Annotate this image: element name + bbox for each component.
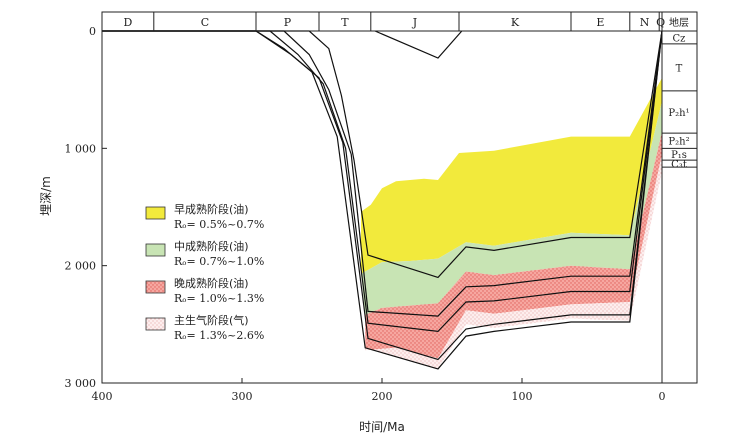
maturity-zone-1: [361, 77, 662, 274]
y-tick-label: 0: [89, 25, 96, 38]
x-tick-label: 100: [512, 390, 533, 403]
burial-curve-2: [102, 30, 663, 361]
strata-label: C₃t: [671, 160, 687, 171]
period-label: Q: [656, 16, 665, 29]
period-label: D: [123, 16, 132, 29]
strata-header: 地层: [669, 16, 689, 29]
x-tick-label: 200: [372, 390, 393, 403]
burial-curve-3: [102, 30, 663, 333]
period-label: J: [412, 16, 417, 29]
x-tick-label: 300: [232, 390, 253, 403]
period-label: N: [640, 16, 650, 29]
legend-range: Rₒ= 1.0%~1.3%: [174, 292, 264, 305]
burial-curve-1: [102, 30, 663, 370]
y-tick-label: 1 000: [65, 142, 97, 155]
strata-column: [661, 11, 698, 384]
burial-curve-6: [374, 30, 463, 59]
y-axis-title: 埋深/m: [39, 176, 53, 216]
maturity-zone-3: [365, 131, 662, 359]
burial-curve-5: [102, 30, 663, 279]
x-axis: 400 300 200 100 0: [92, 378, 666, 403]
legend-label: 晚成熟阶段(油): [174, 276, 249, 290]
strata-label: Cz: [673, 33, 686, 44]
legend-label: 主生气阶段(气): [174, 313, 249, 327]
x-tick-label: 0: [659, 390, 666, 403]
maturity-zone-fills: [361, 77, 662, 369]
legend-range: Rₒ= 0.5%~0.7%: [174, 218, 264, 231]
burial-curves: [102, 30, 663, 370]
period-label: K: [511, 16, 520, 29]
maturity-zone-2: [361, 101, 662, 315]
strata-label: P₁s: [671, 150, 687, 161]
x-tick-label: 400: [92, 390, 113, 403]
period-label: E: [596, 16, 604, 29]
strata-label: T: [676, 63, 683, 74]
period-label: P: [284, 16, 292, 29]
legend-label: 早成熟阶段(油): [174, 202, 249, 216]
legend: 早成熟阶段(油) Rₒ= 0.5%~0.7% 中成熟阶段(油) Rₒ= 0.7%~1.…: [145, 202, 264, 342]
legend-swatch: [145, 243, 166, 257]
legend-swatch: [145, 280, 166, 294]
legend-swatch: [145, 206, 166, 220]
legend-range: Rₒ= 1.3%~2.6%: [174, 329, 264, 342]
y-tick-label: 2 000: [65, 260, 97, 273]
y-axis: 0 1 000 2 000 3 000: [65, 25, 107, 390]
y-tick-label: 3 000: [65, 377, 97, 390]
period-label: T: [341, 16, 349, 29]
period-label: C: [201, 16, 209, 29]
strata-label: P₂h²: [668, 137, 689, 148]
burial-curve-4: [102, 30, 663, 317]
x-axis-title: 时间/Ma: [359, 420, 405, 434]
legend-range: Rₒ= 0.7%~1.0%: [174, 255, 264, 268]
legend-swatch: [145, 317, 166, 331]
strata-label: P₂h¹: [668, 108, 689, 119]
legend-label: 中成熟阶段(油): [174, 239, 249, 253]
